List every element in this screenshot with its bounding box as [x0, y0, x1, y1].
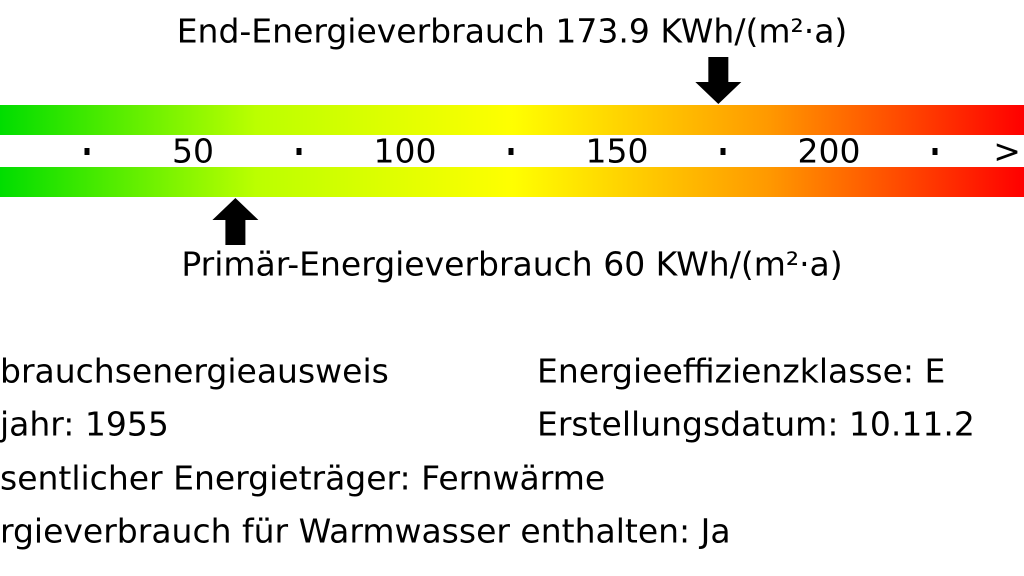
x-tick-label: 200 — [798, 132, 861, 171]
info-text: brauchsenergieausweis — [0, 352, 389, 391]
scale-bar — [0, 105, 1024, 135]
x-tick-label: 100 — [374, 132, 437, 171]
info-text: rgieverbrauch für Warmwasser enthalten: … — [0, 512, 731, 551]
marker-label: Primär-Energieverbrauch 60 KWh/(m²·a) — [181, 245, 842, 284]
minor-tick — [720, 148, 726, 155]
x-tick-label: > — [993, 132, 1021, 171]
minor-tick — [84, 148, 90, 155]
info-text: Energieeffizienzklasse: E — [537, 352, 945, 391]
minor-tick — [932, 148, 938, 155]
info-text: jahr: 1955 — [0, 405, 169, 444]
x-tick-label: 50 — [172, 132, 214, 171]
marker-arrow — [212, 198, 259, 245]
minor-tick — [296, 148, 302, 155]
info-text: sentlicher Energieträger: Fernwärme — [0, 459, 605, 498]
scale-bar — [0, 167, 1024, 197]
marker-arrow — [695, 57, 742, 104]
marker-label: End-Energieverbrauch 173.9 KWh/(m²·a) — [177, 12, 848, 51]
x-tick-label: 150 — [586, 132, 649, 171]
info-text: Erstellungsdatum: 10.11.2 — [537, 405, 975, 444]
minor-tick — [508, 148, 514, 155]
